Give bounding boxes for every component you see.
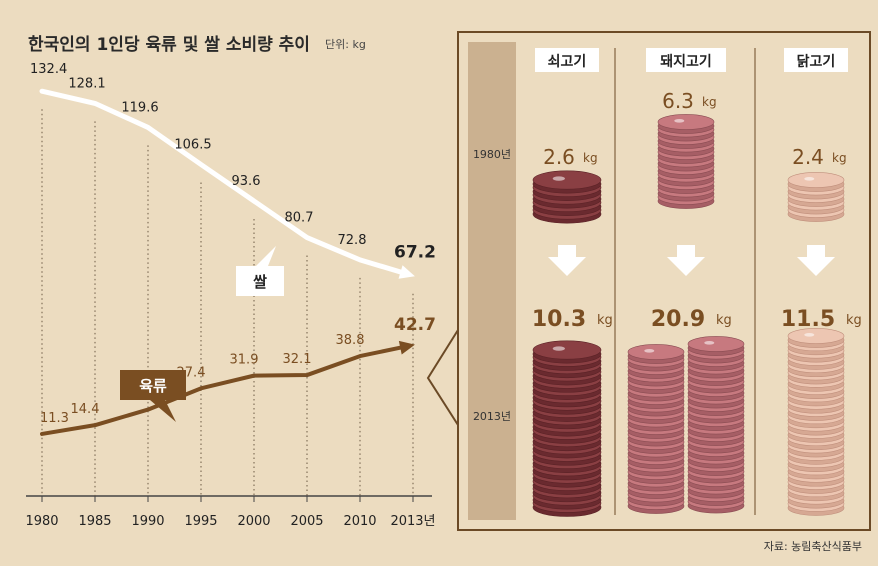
- x-tick-label: 2013년: [390, 514, 435, 529]
- category-label: 쇠고기: [548, 54, 587, 70]
- rice-value-label: 72.8: [338, 233, 367, 248]
- down-arrow-icon: [548, 245, 586, 276]
- value-1980-label: 6.3: [662, 89, 694, 113]
- meat-slice-1980-top: [787, 172, 845, 188]
- x-tick-label: 2000: [237, 514, 270, 529]
- unit-label: 단위: kg: [325, 38, 366, 51]
- rice-arrowhead: [398, 265, 415, 279]
- meat-slice-2013-fat: [644, 348, 655, 353]
- year-label-1980: 1980년: [473, 148, 511, 161]
- category-label: 돼지고기: [660, 54, 712, 70]
- rice-series-label: 쌀: [253, 273, 267, 291]
- value-2013-unit: kg: [716, 313, 732, 328]
- value-1980-unit: kg: [702, 95, 717, 109]
- line-chart: 1980 1985 1990 1995 2000 2005 2010 2013년 132.412…: [25, 62, 436, 529]
- x-tick-label: 1985: [78, 514, 111, 529]
- value-2013-label: 11.5: [781, 307, 835, 332]
- rice-value-label: 80.7: [285, 211, 314, 226]
- rice-line: [39, 88, 406, 276]
- meat-callout-box: [120, 370, 186, 400]
- meat-breakdown-frame: [457, 31, 871, 531]
- down-arrow-icon: [667, 245, 705, 276]
- rice-callout-pointer: [256, 246, 276, 266]
- meat-line: [40, 345, 406, 436]
- value-1980-label: 2.4: [792, 145, 824, 169]
- value-1980-unit: kg: [832, 151, 847, 165]
- meat-slice-1980-fat: [804, 176, 815, 181]
- rice-value-label: 119.6: [121, 100, 158, 115]
- meat-value-label: 32.1: [283, 352, 312, 367]
- rice-value-label: 93.6: [232, 174, 261, 189]
- meat-value-label: 14.4: [71, 402, 100, 417]
- meat-callout-pointer: [150, 400, 176, 422]
- year-label-2013: 2013년: [473, 410, 511, 423]
- year-column-band: [468, 42, 516, 520]
- category-label: 닭고기: [797, 53, 836, 70]
- panel-pointer: [426, 329, 459, 426]
- meat-value-label: 11.3: [40, 411, 69, 426]
- value-1980-unit: kg: [583, 151, 598, 165]
- page-title: 한국인의 1인당 육류 및 쌀 소비량 추이: [28, 35, 310, 55]
- meat-slice-1980-top: [532, 170, 602, 190]
- x-tick-label: 1990: [131, 514, 164, 529]
- meat-slice-2013-top: [627, 344, 685, 360]
- down-arrow-icon: [797, 245, 835, 276]
- value-2013-label: 20.9: [651, 307, 705, 332]
- rice-callout-box: [236, 266, 284, 296]
- meat-slice-2013-top: [687, 336, 745, 352]
- category-label-box: [784, 48, 848, 72]
- category-label-box: [535, 48, 599, 72]
- value-2013-label: 10.3: [532, 307, 586, 332]
- rice-value-label: 128.1: [68, 76, 105, 91]
- meat-series-label: 육류: [139, 377, 167, 395]
- meat-slice-2013-top: [787, 328, 845, 344]
- value-2013-unit: kg: [597, 313, 613, 328]
- meat-arrowhead: [398, 340, 415, 355]
- meat-slice-2013-top: [532, 340, 602, 360]
- rice-value-label: 106.5: [174, 138, 211, 153]
- value-1980-label: 2.6: [543, 145, 575, 169]
- category-label-box: [646, 48, 726, 72]
- meat-slice-2013-fat: [704, 340, 715, 345]
- meat-value-label: 31.9: [230, 353, 259, 368]
- rice-value-label: 67.2: [394, 243, 436, 263]
- x-tick-label: 1980: [25, 514, 58, 529]
- meat-value-label: 42.7: [394, 315, 436, 335]
- meat-slice-1980-fat: [552, 176, 565, 181]
- meat-slice-1980-top: [657, 114, 715, 130]
- x-tick-label: 2010: [343, 514, 376, 529]
- source-note: 자료: 농림축산식품부: [764, 540, 862, 553]
- meat-slice-1980-fat: [674, 118, 685, 123]
- value-2013-unit: kg: [846, 313, 862, 328]
- meat-slice-2013-fat: [804, 332, 815, 337]
- meat-value-label: 38.8: [336, 333, 365, 348]
- meat-slice-2013-fat: [552, 346, 565, 351]
- x-tick-label: 1995: [184, 514, 217, 529]
- rice-value-label: 132.4: [30, 62, 67, 77]
- x-tick-label: 2005: [290, 514, 323, 529]
- meat-breakdown-panel: 쇠고기 2.6 kg 10.3 kg 돼지고기 6.3 kg 20.9 kg 닭고기 2.4 kg 11.…: [532, 48, 862, 517]
